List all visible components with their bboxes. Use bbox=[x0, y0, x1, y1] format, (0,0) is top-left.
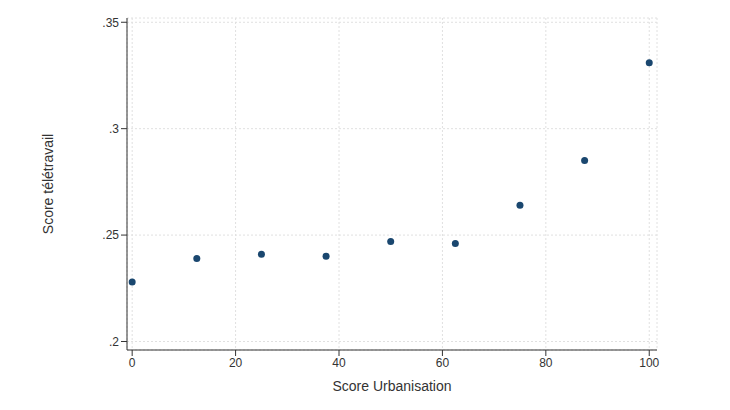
svg-text:20: 20 bbox=[229, 356, 243, 370]
svg-text:Score Urbanisation: Score Urbanisation bbox=[332, 378, 451, 394]
svg-text:.3: .3 bbox=[109, 122, 119, 136]
svg-text:100: 100 bbox=[639, 356, 659, 370]
svg-text:.35: .35 bbox=[102, 16, 119, 30]
svg-text:80: 80 bbox=[539, 356, 553, 370]
svg-text:.2: .2 bbox=[109, 335, 119, 349]
svg-text:Score télétravail: Score télétravail bbox=[40, 134, 56, 234]
svg-text:60: 60 bbox=[436, 356, 450, 370]
svg-text:.25: .25 bbox=[102, 228, 119, 242]
svg-text:40: 40 bbox=[332, 356, 346, 370]
svg-text:0: 0 bbox=[129, 356, 136, 370]
